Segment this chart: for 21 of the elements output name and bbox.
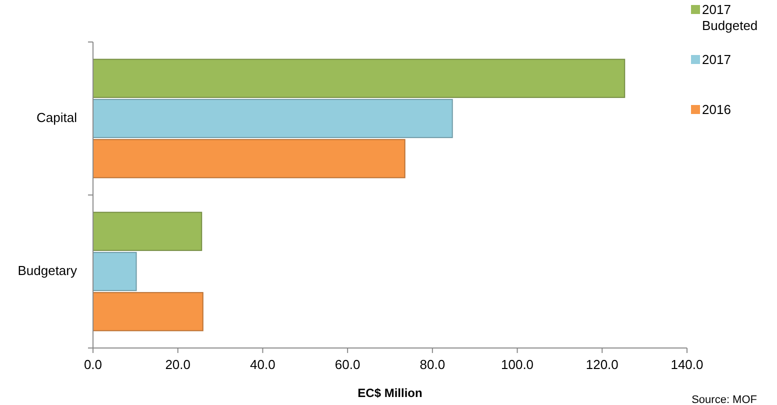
y-tick-label: Capital	[36, 110, 78, 125]
bar	[92, 139, 406, 178]
x-tick-label: 140.0	[670, 357, 704, 372]
legend-label: 2017 Budgeted	[702, 2, 758, 33]
bar	[92, 212, 202, 251]
bar	[92, 252, 137, 292]
source-note: Source: MOF	[692, 394, 758, 405]
x-tick-label: 0.0	[84, 357, 102, 372]
x-tick-label: 60.0	[334, 357, 360, 372]
legend-label: 2017	[702, 52, 731, 67]
bar	[92, 98, 453, 138]
x-tick-label: 120.0	[586, 357, 618, 372]
x-tick-label: 100.0	[501, 357, 534, 372]
x-axis-title: EC$ Million	[358, 386, 422, 400]
y-tick-label: Budgetary	[18, 262, 78, 278]
bar	[92, 292, 204, 332]
x-tick-label: 20.0	[165, 357, 191, 372]
bar	[92, 58, 626, 98]
x-tick-label: 80.0	[420, 357, 446, 372]
legend-label: 2016	[702, 102, 731, 117]
x-tick-label: 40.0	[250, 357, 276, 372]
